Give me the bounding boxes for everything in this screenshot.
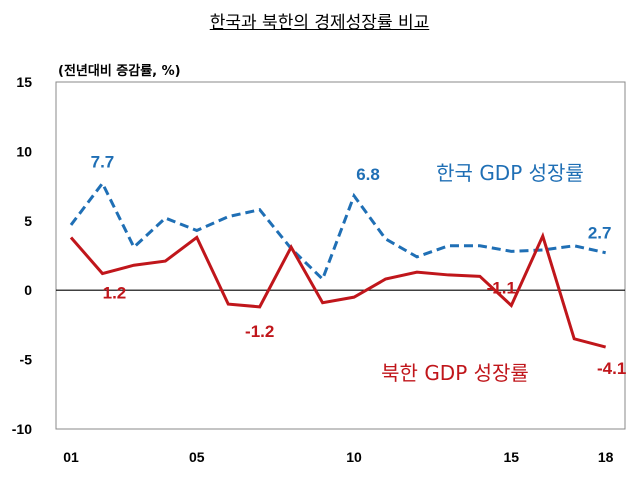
y-tick-label: 0 bbox=[24, 282, 32, 298]
x-tick-label: 18 bbox=[598, 449, 614, 465]
data-label: 2.7 bbox=[588, 224, 612, 243]
data-label: -1.1 bbox=[487, 278, 516, 297]
chart-title: 한국과 북한의 경제성장률 비교 bbox=[209, 13, 430, 33]
data-label: -1.2 bbox=[245, 322, 274, 341]
x-tick-label: 10 bbox=[346, 449, 362, 465]
y-axis-unit-label: (전년대비 증감률, %) bbox=[58, 64, 181, 79]
legend-north-korea: 북한 GDP 성장률 bbox=[381, 361, 529, 385]
y-tick-label: -5 bbox=[20, 352, 33, 368]
y-tick-label: -10 bbox=[12, 421, 32, 437]
x-tick-label: 01 bbox=[63, 449, 79, 465]
legend-south-korea: 한국 GDP 성장률 bbox=[436, 161, 584, 185]
y-tick-label: 15 bbox=[16, 74, 32, 90]
series-line-north bbox=[69, 231, 607, 349]
y-tick-label: 10 bbox=[16, 143, 32, 159]
x-tick-label: 15 bbox=[504, 449, 520, 465]
data-label: -4.1 bbox=[597, 359, 626, 378]
data-label: 6.8 bbox=[356, 165, 380, 184]
y-tick-label: 5 bbox=[24, 213, 32, 229]
data-label: 7.7 bbox=[91, 152, 115, 171]
x-tick-label: 05 bbox=[189, 449, 205, 465]
plot-frame bbox=[55, 81, 626, 430]
data-label: 1.2 bbox=[103, 284, 127, 303]
series-line-south bbox=[69, 180, 606, 282]
